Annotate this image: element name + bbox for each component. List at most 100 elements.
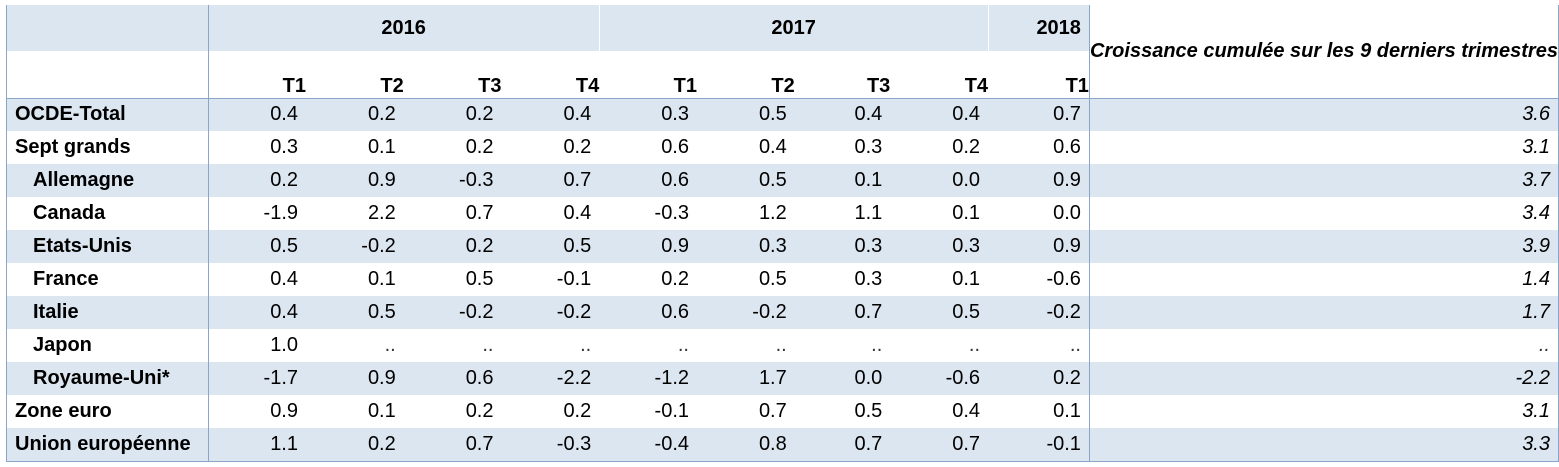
gdp-growth-table: 2016 2017 2018 Croissance cumulée sur le… [6, 5, 1559, 462]
value-cell: -2.2 [501, 362, 600, 395]
cumulative-cell: 3.3 [1088, 428, 1559, 461]
value-cell: 0.9 [988, 230, 1090, 263]
value-cell: 0.5 [697, 98, 795, 131]
value-cell: 0.3 [794, 263, 891, 296]
value-cell: 2.2 [306, 197, 404, 230]
value-cell: 1.0 [208, 329, 306, 362]
value-cell: -0.2 [403, 296, 502, 329]
cumulative-cell: 3.1 [1088, 131, 1559, 164]
value-cell: -0.1 [988, 428, 1090, 461]
value-cell: 0.2 [306, 98, 404, 131]
table-row: Italie 0.4 0.5 -0.2 -0.2 0.6 -0.2 0.7 0.5 -0.2 1.7 [6, 296, 1559, 329]
quarter-header: T2 [697, 51, 795, 99]
value-cell: 0.9 [599, 230, 697, 263]
table-row: Sept grands 0.3 0.1 0.2 0.2 0.6 0.4 0.3 0.2 0.6 3.… [6, 131, 1559, 164]
value-cell: 1.7 [697, 362, 795, 395]
table-row: Zone euro 0.9 0.1 0.2 0.2 -0.1 0.7 0.5 0.4 0.1 3.1 [6, 395, 1559, 428]
table-row: OCDE-Total 0.4 0.2 0.2 0.4 0.3 0.5 0.4 0.4 0.7 3.6 [6, 98, 1559, 131]
quarter-header: T1 [988, 51, 1090, 99]
value-cell: 0.3 [599, 98, 697, 131]
quarter-header: T1 [208, 51, 306, 99]
value-cell: -0.1 [599, 395, 697, 428]
value-cell: .. [697, 329, 795, 362]
cumulative-cell: 3.9 [1088, 230, 1559, 263]
row-label: Union européenne [6, 428, 209, 461]
value-cell: 0.4 [501, 197, 600, 230]
corner-cell-lower [6, 51, 209, 99]
value-cell: 0.2 [501, 131, 600, 164]
value-cell: 0.5 [306, 296, 404, 329]
value-cell: 0.5 [403, 263, 502, 296]
cumulative-cell: 1.7 [1088, 296, 1559, 329]
value-cell: .. [988, 329, 1090, 362]
value-cell: 0.9 [306, 164, 404, 197]
table-row: Etats-Unis 0.5 -0.2 0.2 0.5 0.9 0.3 0.3 0.3 0.9 3.… [6, 230, 1559, 263]
value-cell: 0.5 [794, 395, 891, 428]
value-cell: -0.6 [988, 263, 1090, 296]
value-cell: -0.4 [599, 428, 697, 461]
row-label: Royaume-Uni* [6, 362, 209, 395]
value-cell: 0.4 [208, 98, 306, 131]
value-cell: .. [501, 329, 600, 362]
value-cell: -1.2 [599, 362, 697, 395]
value-cell: -0.2 [697, 296, 795, 329]
row-label: Etats-Unis [6, 230, 209, 263]
value-cell: 0.7 [403, 428, 502, 461]
year-header-2017: 2017 [598, 5, 989, 51]
value-cell: 0.2 [988, 362, 1090, 395]
table-row: Union européenne 1.1 0.2 0.7 -0.3 -0.4 0.8 0.7 0… [6, 428, 1559, 461]
cumulative-cell: .. [1088, 329, 1559, 362]
value-cell: 0.1 [306, 131, 404, 164]
value-cell: 0.1 [306, 263, 404, 296]
value-cell: 0.3 [794, 230, 891, 263]
quarter-header: T2 [306, 51, 404, 99]
value-cell: -0.2 [501, 296, 600, 329]
table-row: Canada -1.9 2.2 0.7 0.4 -0.3 1.2 1.1 0.1 0.0 3.4 [6, 197, 1559, 230]
value-cell: 0.1 [988, 395, 1090, 428]
value-cell: .. [403, 329, 502, 362]
cumulative-cell: 3.6 [1088, 98, 1559, 131]
value-cell: 0.4 [794, 98, 891, 131]
cumulative-cell: -2.2 [1088, 362, 1559, 395]
value-cell: -0.1 [501, 263, 600, 296]
quarter-header: T3 [403, 51, 502, 99]
value-cell: -0.2 [306, 230, 404, 263]
value-cell: .. [599, 329, 697, 362]
value-cell: .. [890, 329, 989, 362]
value-cell: 0.0 [988, 197, 1090, 230]
value-cell: 0.7 [697, 395, 795, 428]
value-cell: 0.5 [697, 263, 795, 296]
row-label: France [6, 263, 209, 296]
value-cell: 0.9 [208, 395, 306, 428]
value-cell: 0.4 [697, 131, 795, 164]
value-cell: -0.3 [501, 428, 600, 461]
value-cell: 0.2 [501, 395, 600, 428]
quarter-header: T3 [794, 51, 891, 99]
value-cell: -1.7 [208, 362, 306, 395]
value-cell: 0.3 [697, 230, 795, 263]
row-label: Italie [6, 296, 209, 329]
value-cell: 0.7 [794, 428, 891, 461]
value-cell: 0.2 [403, 395, 502, 428]
value-cell: 0.4 [890, 395, 989, 428]
cumulative-cell: 3.7 [1088, 164, 1559, 197]
year-header-2016: 2016 [208, 5, 600, 51]
value-cell: 0.1 [794, 164, 891, 197]
row-label: OCDE-Total [6, 98, 209, 131]
row-label: Allemagne [6, 164, 209, 197]
value-cell: -0.3 [403, 164, 502, 197]
value-cell: 0.3 [208, 131, 306, 164]
value-cell: 0.6 [599, 131, 697, 164]
value-cell: -0.3 [599, 197, 697, 230]
value-cell: .. [306, 329, 404, 362]
cumulative-cell: 1.4 [1088, 263, 1559, 296]
table-row: France 0.4 0.1 0.5 -0.1 0.2 0.5 0.3 0.1 -0.6 1.4 [6, 263, 1559, 296]
value-cell: 0.3 [794, 131, 891, 164]
value-cell: 1.1 [208, 428, 306, 461]
value-cell: 0.2 [599, 263, 697, 296]
value-cell: 0.2 [403, 230, 502, 263]
value-cell: 0.4 [208, 296, 306, 329]
corner-cell [6, 5, 209, 51]
row-label: Sept grands [6, 131, 209, 164]
